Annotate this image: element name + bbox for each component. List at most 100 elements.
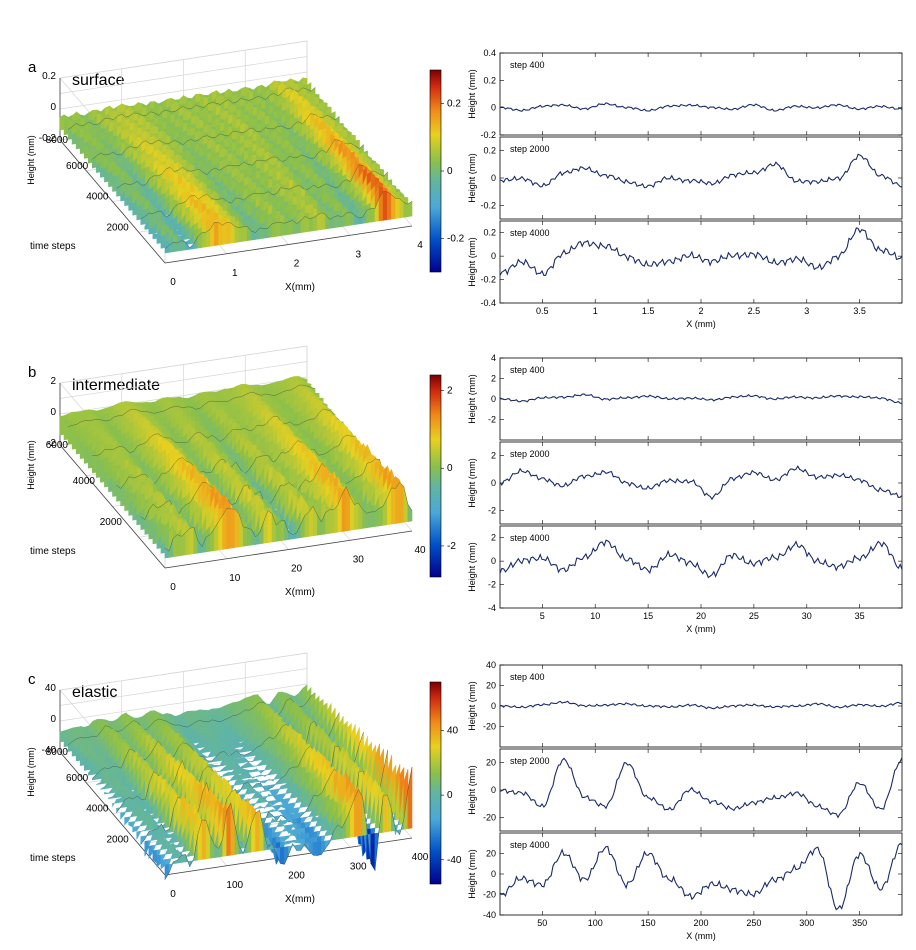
surface-strip [108,787,113,794]
surface-strip [189,526,195,555]
surface-strip [84,756,89,766]
surface-contour [92,113,340,160]
surface-strip [214,221,219,246]
surface-strip [248,760,254,763]
surface-strip [227,771,233,776]
surface-strip [75,753,81,762]
surface-strip [136,209,142,221]
surface-strip [305,815,310,820]
surface-strip [272,799,278,806]
surface-strip [358,207,363,220]
surface-strip [136,823,142,832]
surface-strip [148,845,154,860]
surface-strip [92,455,97,474]
surface-strip [305,795,310,807]
surface-strip [370,208,376,223]
profile-ytick-label: -0.2 [480,130,496,140]
profile-xlabel-a: X (mm) [686,319,716,329]
surface-strip [259,812,265,814]
surface-plot-c [59,684,413,881]
zlabel-b: Height (mm) [26,440,36,490]
colorbar-tick-label: -2 [447,541,456,552]
x-tick-label: 20 [291,564,303,575]
surface-strip [309,815,314,826]
surface-strip [83,145,89,159]
surface-strip [251,230,256,241]
x-tick-label: 2 [294,259,300,270]
profile-xtick-label: 3 [804,306,809,316]
surface-strip [71,748,77,757]
z-tick-label: 0.2 [42,71,56,82]
profile-xlabel-b: X (mm) [686,624,716,634]
surface-strip [59,415,65,436]
colorbar-tick-label: 0.2 [447,99,461,110]
surface-strip [59,730,65,743]
profile-step-label: step 2000 [510,144,550,154]
surface-strip [132,817,138,828]
surface-strip [268,784,274,790]
surface-strip [304,215,310,233]
surface-strip [267,509,273,543]
colorbar-tick-label: 0 [447,463,453,474]
surface-strip [317,212,322,231]
surface-strip [268,778,274,782]
surface-strip [248,771,253,780]
surface-strip [242,226,248,242]
colorbar-b [429,374,442,578]
surface-strip [329,216,335,229]
surface-strip [247,527,252,547]
surface-strip [264,778,270,784]
x-tick-label: 3 [355,249,361,260]
profile-ytick-label: -2 [488,415,496,425]
surface-strip [172,533,178,558]
surface-strip [268,757,274,770]
surface-strip [260,769,266,774]
surface-strip [366,511,372,529]
profile-ytick-label: -0.2 [480,200,496,210]
surface-strip [112,798,117,808]
surface-strip [366,208,372,224]
surface-strip [148,227,154,235]
surface-strip [264,798,269,804]
surface-strip [205,533,211,553]
y-tick-label: 4000 [86,192,109,203]
surface-strip [271,222,277,238]
surface-contour [116,139,364,189]
profile-frame [499,525,903,609]
x-tick-label: 10 [229,573,241,584]
surface-strip [276,809,282,813]
xlabel-a: X(mm) [285,282,315,293]
profile-ytick-label: -0.4 [480,298,496,308]
surface-strip [104,171,109,183]
surface-strip [96,460,101,478]
surface-strip [128,811,134,821]
colorbar-a [429,69,442,273]
surface-strip [165,831,170,839]
surface-strip [284,221,289,236]
surface-strip [391,487,396,525]
surface-strip [79,439,85,460]
x-tick-label: 0 [170,277,176,288]
surface-strip [292,520,298,534]
profile-ytick-label: 0.2 [483,75,496,85]
surface-strip [226,221,232,245]
surface-strip [263,227,269,239]
surface-strip [124,816,130,826]
profile-ytick-label: -2 [488,580,496,590]
surface-strip [104,792,109,795]
surface-strip [407,503,413,522]
profile-ytick-label: 0 [491,103,496,113]
panel-label-a: a [28,59,37,76]
surface-strip [391,193,396,220]
surface-strip [79,140,85,155]
profile-ytick-label: 2 [491,533,496,543]
surface-strip [232,735,237,744]
back-gridline [59,71,308,110]
profile-step-label: step 2000 [510,449,550,459]
surface-strip [112,480,117,497]
profile-ytick-label: -2 [488,505,496,515]
